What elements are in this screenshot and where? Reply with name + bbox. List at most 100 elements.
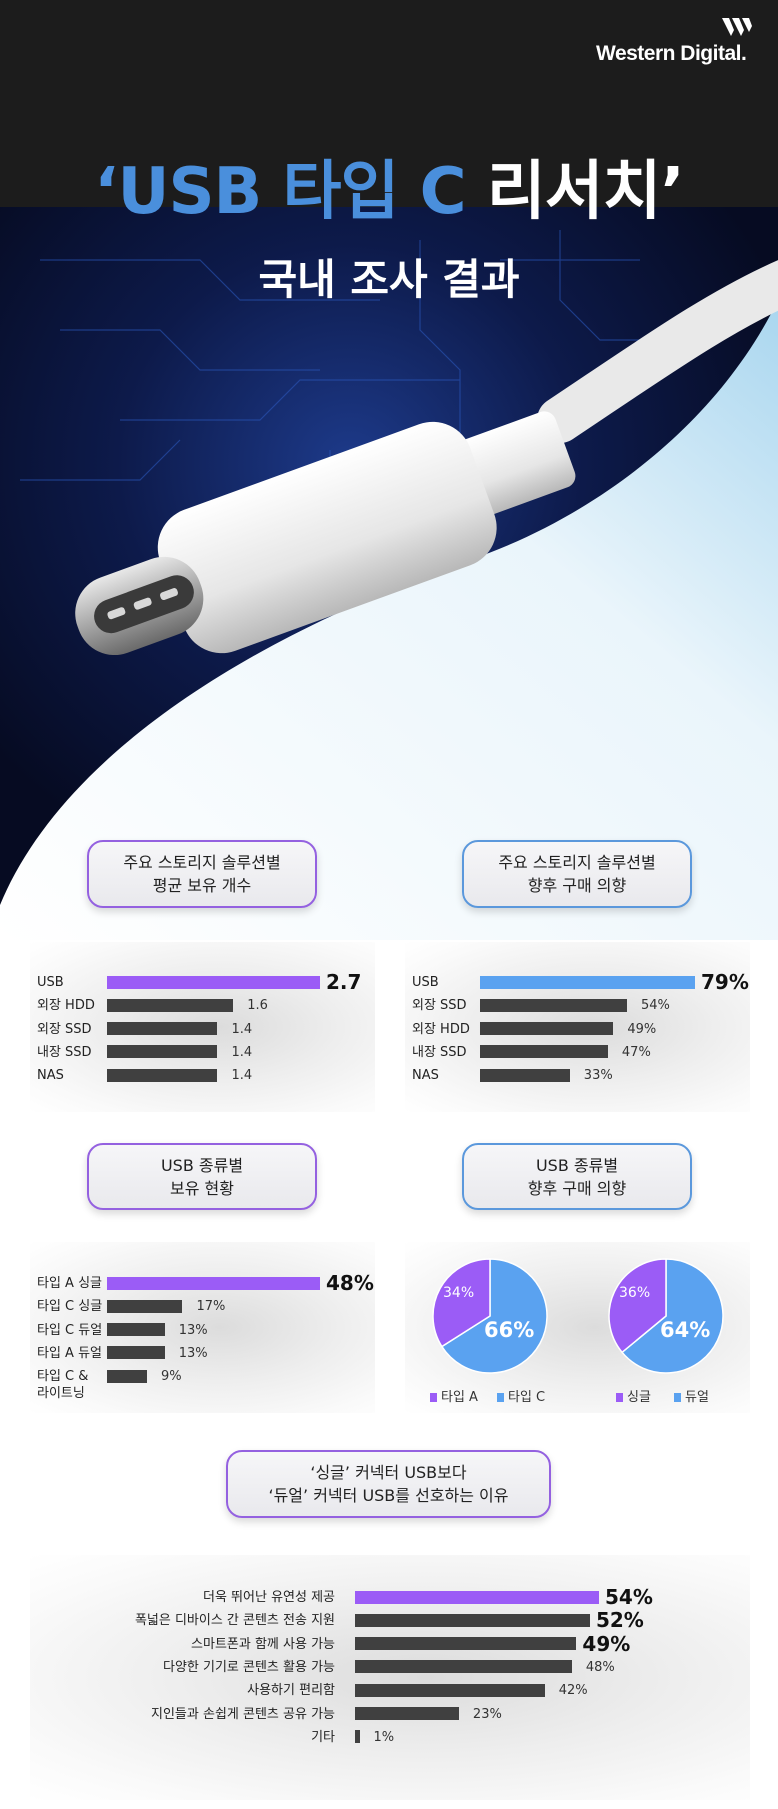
section-header-usb-intent: USB 종류별 향후 구매 의향 [462,1143,692,1210]
bar [107,1276,320,1290]
page-title: ‘USB 타입 C 리서치’ [0,140,778,232]
legend-swatch [430,1393,437,1402]
bar-value-label: 1% [373,1729,395,1745]
bar [480,975,695,989]
section-header-line: 평균 보유 개수 [152,876,252,895]
bar [355,1613,590,1627]
bar [107,1346,165,1360]
bar [107,1323,165,1337]
bar-value-label: 23% [472,1706,502,1722]
bar-label: 사용하기 편리함 [247,1683,335,1699]
section-header-line: ‘싱글’ 커넥터 USB보다 [310,1463,467,1482]
bar [480,1022,614,1036]
bar-value-label: 42% [558,1683,588,1699]
bar [355,1730,360,1744]
bar-label: 외장 SSD [412,998,467,1014]
legend-swatch [616,1393,623,1402]
bar-value-label: 1.4 [231,1021,253,1037]
bar [107,1022,218,1036]
bar-label: 타입 C 싱글 [37,1299,103,1315]
bar [480,998,627,1012]
pie-slice-label: 66% [484,1318,535,1342]
bar-value-label: 1.4 [231,1044,253,1060]
bar-label: 타입 A 싱글 [37,1276,102,1291]
section-header-line: 향후 구매 의향 [527,1178,627,1198]
bar [355,1637,577,1651]
bar [107,1045,218,1059]
section-header-usb-owned: USB 종류별 보유 현황 [87,1143,317,1210]
bar-label: 타입 C & 라이트닝 [37,1369,89,1402]
bar [355,1660,572,1674]
bar-value-label: 33% [583,1068,613,1084]
bar [107,975,320,989]
chart-panel-usb-owned [30,1242,375,1413]
brand-logo-text: Western Digital. [596,42,747,65]
bar-label: 내장 SSD [37,1044,92,1060]
pie-slice-label: 64% [660,1318,711,1342]
hero-banner: Western Digital. ‘USB 타입 C 리서치’ 국내 조사 결과 [0,0,778,940]
section-header-line: 주요 스토리지 솔루션별 [123,853,281,872]
section-header-purchase-intent: 주요 스토리지 솔루션별 향후 구매 의향 [462,840,692,908]
bar [107,1369,147,1383]
bar-label: 더욱 뛰어난 유연성 제공 [203,1590,335,1605]
bar [480,1068,570,1082]
bar-label: 외장 HDD [412,1021,470,1037]
bar-value-label: 9% [160,1369,182,1385]
bar-label: 외장 SSD [37,1021,92,1037]
legend-label: 타입 C [508,1390,546,1405]
bar-label: USB [37,975,64,990]
section-header-line: 주요 스토리지 솔루션별 [498,853,656,872]
page-subtitle: 국내 조사 결과 [258,255,520,304]
legend-item: 타입 A [430,1386,478,1405]
bar-label: 내장 SSD [412,1044,467,1060]
bar-value-label: 48% [585,1659,615,1675]
bar-value-label: 1.4 [231,1068,253,1084]
bar-label: NAS [412,1068,439,1084]
section-header-dual-reasons: ‘싱글’ 커넥터 USB보다 ‘듀얼’ 커넥터 USB를 선호하는 이유 [226,1450,551,1518]
bar-value-label: 54% [640,998,670,1014]
title-white-part: 리서치’ [486,155,685,229]
bar-value-label: 13% [178,1322,208,1338]
bar [107,1299,183,1313]
bar-value-label: 47% [621,1044,651,1060]
legend-label: 듀얼 [685,1390,709,1405]
bar-value-label: 2.7 [326,970,362,994]
bar-label: 지인들과 손쉽게 콘텐츠 공유 가능 [151,1706,335,1722]
western-digital-logo-icon [722,18,752,36]
bar [107,1068,218,1082]
bar-value-label: 49% [627,1021,657,1037]
bar [480,1045,608,1059]
section-header-line: USB 종류별 [160,1155,244,1175]
bar-value-label: 54% [605,1585,653,1609]
legend-item: 타입 C [497,1386,545,1405]
bar-label: NAS [37,1068,64,1084]
bar-label: 기타 [311,1729,335,1745]
bar-value-label: 13% [178,1345,208,1361]
bar [355,1683,545,1697]
section-header-avg-owned: 주요 스토리지 솔루션별 평균 보유 개수 [87,840,317,908]
section-header-line: USB 종류별 [535,1155,619,1175]
legend-item: 듀얼 [674,1386,709,1405]
bar-label: 타입 A 듀얼 [37,1345,102,1361]
bar-label: 다양한 기기로 콘텐츠 활용 가능 [162,1659,335,1675]
bar-label: 폭넓은 디바이스 간 콘텐츠 전송 지원 [134,1613,335,1629]
bar-value-label: 48% [326,1271,374,1295]
bar-value-label: 49% [582,1631,631,1656]
section-header-line: 향후 구매 의향 [527,876,627,895]
bar-label: 외장 HDD [37,998,95,1014]
title-blue-part: ‘USB 타입 C [94,155,466,229]
bar-value-label: 1.6 [247,998,268,1014]
legend-label: 싱글 [627,1390,651,1405]
bar [355,1707,459,1720]
bar-label: 타입 C 듀얼 [37,1322,103,1338]
bar-value-label: 52% [595,1608,644,1633]
legend-swatch [674,1393,681,1402]
bar [107,998,234,1012]
pie-slice-label: 36% [619,1285,651,1301]
bar-value-label: 17% [196,1299,226,1315]
bar [355,1590,599,1604]
legend-label: 타입 A [441,1390,478,1405]
bar-label: USB [412,975,439,990]
bar-label: 스마트폰과 함께 사용 가능 [191,1636,335,1652]
section-header-line: ‘듀얼’ 커넥터 USB를 선호하는 이유 [268,1486,509,1505]
